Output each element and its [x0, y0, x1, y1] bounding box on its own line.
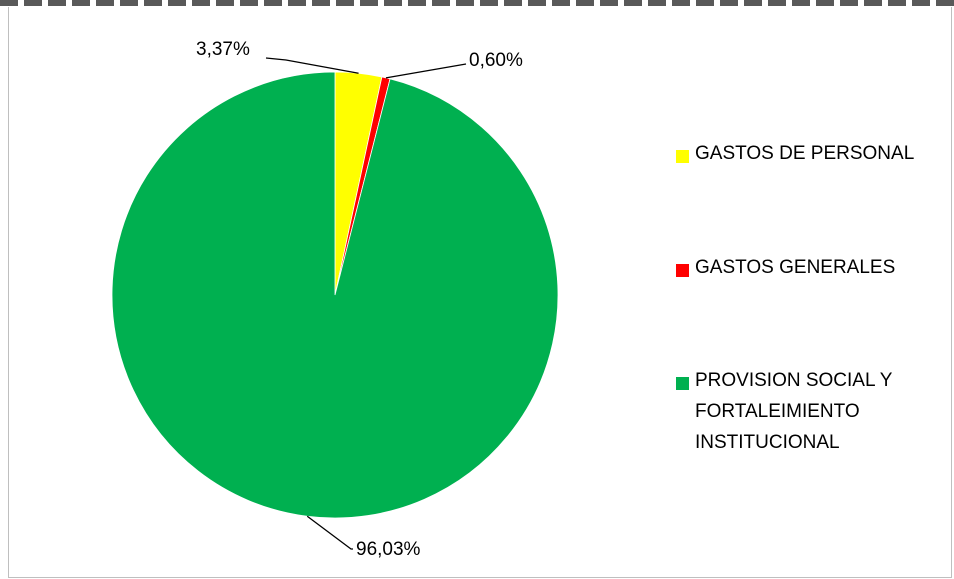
top-stripe-segment: [456, 0, 474, 6]
top-stripe-segment: [672, 0, 690, 6]
top-stripe-segment: [936, 0, 954, 6]
top-stripe-segment: [696, 0, 714, 6]
top-stripe-segment: [648, 0, 666, 6]
legend-label-gastos-de-personal: GASTOS DE PERSONAL: [695, 143, 915, 164]
leader-line-1: [385, 63, 467, 79]
top-stripe-segment: [432, 0, 450, 6]
top-stripe: [0, 0, 954, 6]
top-stripe-segment: [0, 0, 18, 6]
top-stripe-segment: [336, 0, 354, 6]
top-stripe-segment: [240, 0, 258, 6]
top-stripe-segment: [768, 0, 786, 6]
top-stripe-segment: [72, 0, 90, 6]
top-stripe-segment: [888, 0, 906, 6]
leader-line-2: [306, 515, 353, 550]
top-stripe-segment: [576, 0, 594, 6]
top-stripe-segment: [48, 0, 66, 6]
top-stripe-segment: [360, 0, 378, 6]
top-stripe-segment: [720, 0, 738, 6]
top-stripe-segment: [96, 0, 114, 6]
top-stripe-segment: [408, 0, 426, 6]
top-stripe-segment: [480, 0, 498, 6]
leader-line-0: [265, 57, 359, 74]
legend-label-provision-social: PROVISION SOCIAL Y FORTALEIMIENTO INSTIT…: [695, 370, 893, 453]
legend-swatch-gastos-de-personal: [676, 150, 689, 163]
top-stripe-segment: [192, 0, 210, 6]
top-stripe-segment: [144, 0, 162, 6]
top-stripe-segment: [384, 0, 402, 6]
top-stripe-segment: [552, 0, 570, 6]
legend-item-gastos-de-personal: GASTOS DE PERSONAL: [676, 143, 946, 169]
top-stripe-segment: [624, 0, 642, 6]
top-stripe-segment: [168, 0, 186, 6]
data-label-2: 96,03%: [356, 539, 421, 560]
top-stripe-segment: [312, 0, 330, 6]
data-label-0: 3,37%: [196, 39, 250, 60]
legend-item-provision-social: PROVISION SOCIAL Y FORTALEIMIENTO INSTIT…: [676, 370, 916, 458]
top-stripe-segment: [528, 0, 546, 6]
top-stripe-segment: [288, 0, 306, 6]
top-stripe-segment: [216, 0, 234, 6]
top-stripe-segment: [264, 0, 282, 6]
top-stripe-segment: [816, 0, 834, 6]
legend-label-gastos-generales: GASTOS GENERALES: [695, 257, 896, 278]
legend-item-gastos-generales: GASTOS GENERALES: [676, 257, 946, 283]
legend-swatch-gastos-generales: [676, 264, 689, 277]
top-stripe-segment: [504, 0, 522, 6]
top-stripe-segment: [24, 0, 42, 6]
top-stripe-segment: [864, 0, 882, 6]
top-stripe-segment: [600, 0, 618, 6]
top-stripe-segment: [912, 0, 930, 6]
top-stripe-segment: [840, 0, 858, 6]
top-stripe-segment: [120, 0, 138, 6]
legend-swatch-provision-social: [676, 377, 689, 390]
top-stripe-segment: [744, 0, 762, 6]
data-label-1: 0,60%: [469, 50, 523, 71]
pie-slice-2: [111, 71, 559, 519]
top-stripe-segment: [792, 0, 810, 6]
chart-border: [8, 7, 952, 578]
